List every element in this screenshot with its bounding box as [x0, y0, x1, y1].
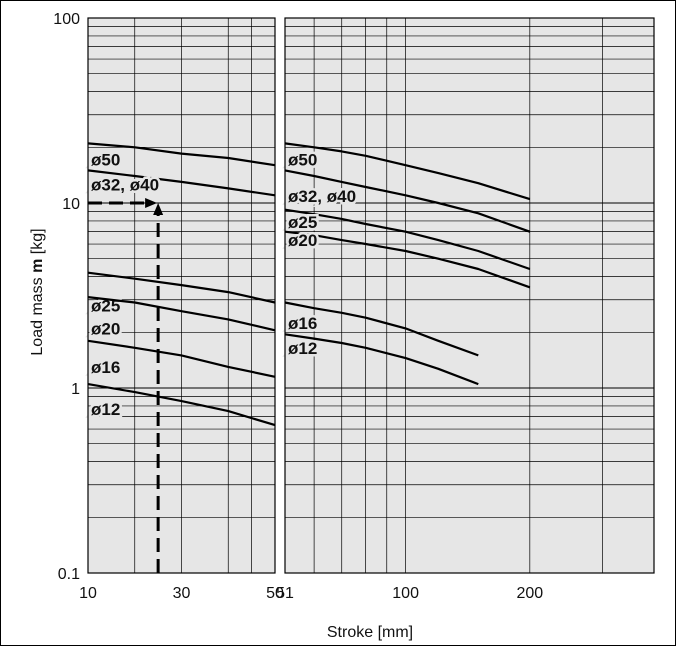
- series-line-left-3: [87, 296, 276, 332]
- x-tick-label: 200: [516, 585, 543, 602]
- series-label-left-3: ø20: [91, 319, 120, 338]
- series-line-right-3: [284, 230, 531, 289]
- series-label-left-1: ø32, ø40: [91, 175, 159, 194]
- series-label-left-5: ø12: [91, 400, 120, 419]
- series-line-right-2: [284, 208, 531, 271]
- series-label-right-3: ø20: [288, 231, 317, 250]
- series-line-right-1: [284, 169, 531, 233]
- x-tick-label: 51: [276, 585, 294, 602]
- annotation-arrowhead-up: [153, 203, 164, 215]
- y-axis-title-suffix: [kg]: [29, 228, 46, 258]
- panel-frame: [284, 17, 655, 574]
- series-line-right-4: [284, 301, 479, 357]
- y-tick-label: 0.1: [58, 566, 80, 583]
- y-tick-label: 10: [62, 196, 80, 213]
- series-label-right-4: ø16: [288, 314, 317, 333]
- y-tick-label: 1: [71, 381, 80, 398]
- x-tick-label: 100: [392, 585, 419, 602]
- panel-background: [285, 18, 654, 573]
- series-line-right-0: [284, 142, 531, 201]
- x-tick-label: 10: [79, 585, 97, 602]
- series-label-right-1: ø32, ø40: [288, 187, 356, 206]
- series-line-left-5: [87, 383, 276, 427]
- example-lookup-annotation: [88, 198, 164, 573]
- x-tick-label: 30: [173, 585, 191, 602]
- panel-frame: [87, 17, 276, 574]
- y-tick-label: 100: [53, 11, 80, 28]
- annotation-arrowhead-right: [145, 198, 158, 208]
- y-axis-title-symbol: m: [29, 259, 46, 273]
- series-line-left-1: [87, 169, 276, 197]
- series-label-right-2: ø25: [288, 213, 317, 232]
- x-tick-label: 50: [266, 585, 284, 602]
- series-line-left-4: [87, 339, 276, 378]
- series-line-right-5: [284, 333, 479, 386]
- series-line-left-2: [87, 271, 276, 304]
- series-line-left-0: [87, 142, 276, 167]
- series-label-left-0: ø50: [91, 150, 120, 169]
- x-axis-title: Stroke [mm]: [327, 624, 413, 641]
- series-label-left-4: ø16: [91, 358, 120, 377]
- y-axis-title-prefix: Load mass: [29, 273, 46, 356]
- y-axis-title: Load mass m [kg]: [29, 228, 46, 355]
- series-label-right-0: ø50: [288, 150, 317, 169]
- series-label-right-5: ø12: [288, 339, 317, 358]
